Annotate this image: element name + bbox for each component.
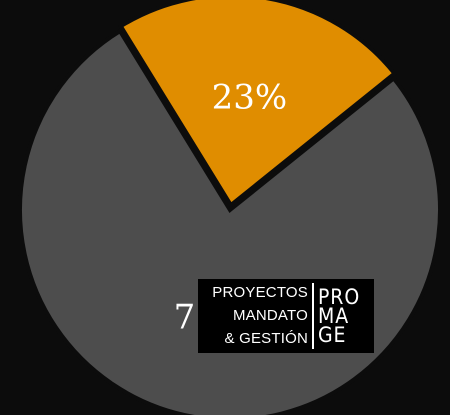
logo-line-mandato: MANDATO <box>232 306 308 324</box>
logo-divider <box>312 283 314 349</box>
logo-wordmark: PROYECTOS MANDATO & GESTIÓN <box>198 279 312 353</box>
logo-line-gestion: & GESTIÓN <box>224 329 308 347</box>
logo-monogram: PRO MA GE <box>314 279 374 353</box>
logo-mark-pro: PRO <box>318 284 361 309</box>
logo-mark-ge: GE <box>318 322 347 347</box>
logo-mark-ma: MA <box>318 303 350 328</box>
promage-logo: PROYECTOS MANDATO & GESTIÓN PRO MA GE <box>198 279 374 353</box>
logo-line-proyectos: PROYECTOS <box>212 284 308 302</box>
pie-slice-23 <box>118 0 398 209</box>
pie-label-23: 23% <box>212 77 288 117</box>
